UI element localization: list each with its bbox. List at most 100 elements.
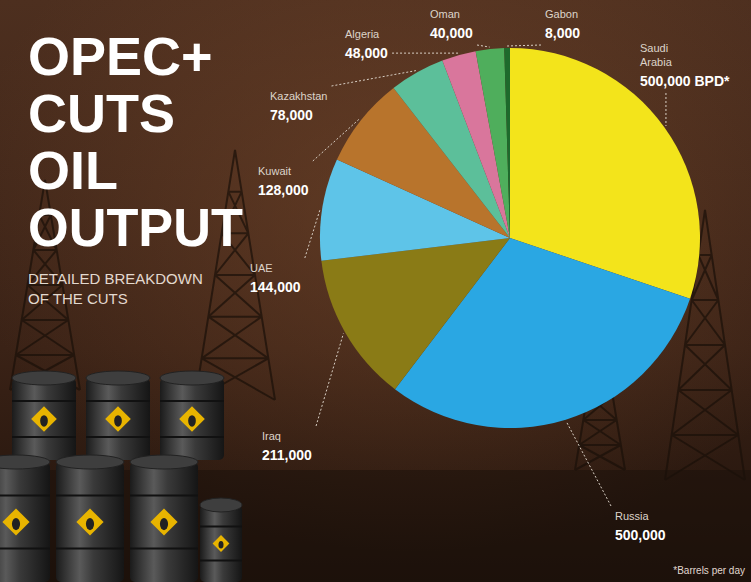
barrel-body xyxy=(130,462,198,582)
barrel-icon xyxy=(105,406,131,432)
barrel-ring xyxy=(200,526,242,528)
category-label: Saudi xyxy=(640,42,668,54)
title-group: OPEC+CUTSOILOUTPUT xyxy=(28,26,243,257)
barrel-body xyxy=(86,378,150,460)
subtitle-line: OF THE CUTS xyxy=(28,290,128,307)
barrel-icon-drop xyxy=(218,541,223,549)
slice-label: Kuwait 128,000 xyxy=(258,165,309,198)
pie xyxy=(320,48,700,428)
barrel-ring xyxy=(56,547,124,549)
category-label: Oman xyxy=(430,8,460,20)
leader-line xyxy=(507,45,541,46)
barrel-body xyxy=(56,462,124,582)
barrel-ring xyxy=(12,436,76,438)
value-label: 211,000 xyxy=(262,447,312,463)
slice-label: Kazakhstan 78,000 xyxy=(270,90,327,123)
barrel-ring xyxy=(160,400,224,402)
leader-line xyxy=(331,71,415,86)
barrel-body xyxy=(160,378,224,460)
barrel-ring xyxy=(130,495,198,497)
title: OUTPUT xyxy=(28,197,243,257)
slice-label: Saudi Arabia 500,000 BPD* xyxy=(640,42,730,89)
barrel xyxy=(12,371,76,460)
title: CUTS xyxy=(28,83,175,143)
category-label: UAE xyxy=(250,262,273,274)
barrel-icon xyxy=(31,406,57,432)
barrel xyxy=(56,455,124,582)
barrel xyxy=(0,455,50,582)
barrel-icon xyxy=(213,535,230,552)
leader-line xyxy=(305,209,320,258)
barrel-top xyxy=(86,371,150,385)
barrels xyxy=(0,371,242,582)
value-label: 128,000 xyxy=(258,182,309,198)
barrel-ring xyxy=(86,400,150,402)
pie-slice xyxy=(476,48,510,238)
barrel-icon-drop xyxy=(12,518,20,530)
barrel-icon-drop xyxy=(114,415,122,427)
background xyxy=(0,0,751,582)
background-glow xyxy=(0,0,751,582)
barrel-icon-drop xyxy=(188,415,196,427)
subtitle-line: DETAILED BREAKDOWN xyxy=(28,270,203,287)
slice-label: Algeria 48,000 xyxy=(345,28,388,61)
plot-area xyxy=(320,48,700,428)
chart: OPEC+CUTSOILOUTPUT DETAILED BREAKDOWN OF T… xyxy=(0,0,751,582)
value-label: 40,000 xyxy=(430,25,473,41)
barrel-ring xyxy=(56,495,124,497)
barrel-icon xyxy=(150,508,177,535)
slice-label: Russia 500,000 xyxy=(615,510,666,543)
barrel-top xyxy=(130,455,198,469)
leader-line xyxy=(316,333,343,426)
barrel-icon xyxy=(76,508,103,535)
value-label: 78,000 xyxy=(270,107,313,123)
barrel-icon-drop xyxy=(40,415,48,427)
barrel-top xyxy=(200,498,242,512)
barrel-top xyxy=(0,455,50,469)
barrel-ring xyxy=(130,547,198,549)
barrel-ring xyxy=(12,400,76,402)
barrel-top xyxy=(160,371,224,385)
barrel-ring xyxy=(0,495,50,497)
category-label: Kazakhstan xyxy=(270,90,327,102)
value-label: 48,000 xyxy=(345,45,388,61)
slice-label: Oman 40,000 xyxy=(430,8,473,41)
barrel-icon-drop xyxy=(86,518,94,530)
value-label: 500,000 xyxy=(615,527,666,543)
subtitle: DETAILED BREAKDOWN OF THE CUTS xyxy=(28,270,203,307)
slice-label: Gabon 8,000 xyxy=(545,8,580,41)
barrel xyxy=(130,455,198,582)
leader-line xyxy=(477,45,490,47)
category-label: Iraq xyxy=(262,430,281,442)
value-label: 8,000 xyxy=(545,25,580,41)
pie-slice xyxy=(504,48,510,238)
leader-line xyxy=(665,93,666,126)
barrel-ring xyxy=(200,559,242,561)
barrel-icon-drop xyxy=(160,518,168,530)
barrel-body xyxy=(12,378,76,460)
pie-slice xyxy=(321,238,510,389)
barrel-body xyxy=(200,505,242,582)
value-label: 144,000 xyxy=(250,279,301,295)
data-labels: Saudi Arabia 500,000 BPD* Russia 500,000 Iraq… xyxy=(250,8,730,543)
title: OIL xyxy=(28,140,118,200)
category-label: Arabia xyxy=(640,56,673,68)
barrel-top xyxy=(12,371,76,385)
category-label: Russia xyxy=(615,510,650,522)
leader-line xyxy=(313,119,359,161)
category-label: Gabon xyxy=(545,8,578,20)
barrel xyxy=(200,498,242,582)
leader-line xyxy=(566,422,611,506)
barrel-top xyxy=(56,455,124,469)
category-label: Algeria xyxy=(345,28,380,40)
value-label: 500,000 BPD* xyxy=(640,73,730,89)
barrel-ring xyxy=(160,436,224,438)
slice-label: Iraq 211,000 xyxy=(262,430,312,463)
barrel-icon xyxy=(2,508,29,535)
barrel-ring xyxy=(86,436,150,438)
slice-label: UAE 144,000 xyxy=(250,262,301,295)
category-label: Kuwait xyxy=(258,165,291,177)
footnote: *Barrels per day xyxy=(673,565,745,576)
barrel xyxy=(160,371,224,460)
barrel-body xyxy=(0,462,50,582)
